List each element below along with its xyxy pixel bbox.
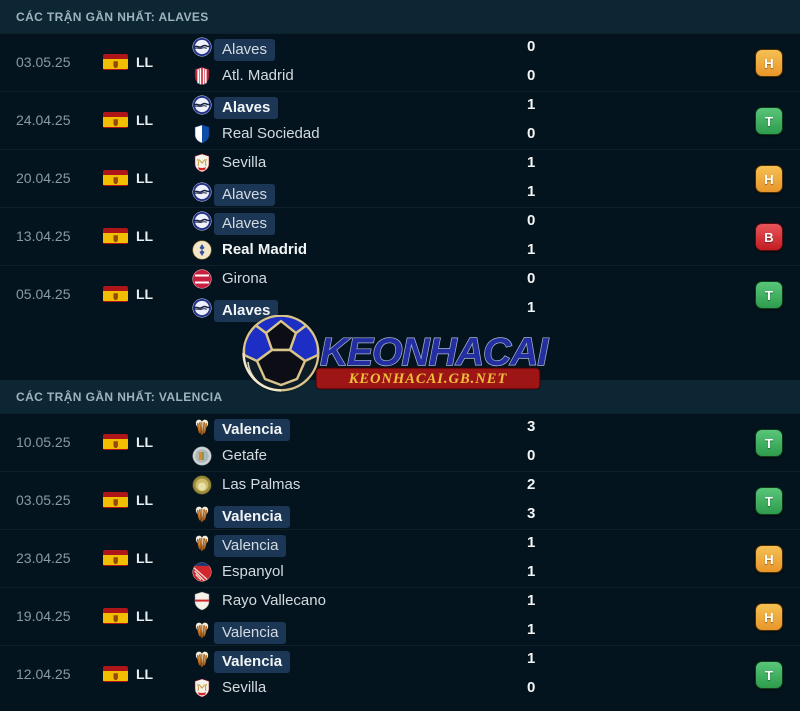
svg-text:KEONHACAI.GB.NET: KEONHACAI.GB.NET (348, 371, 508, 387)
